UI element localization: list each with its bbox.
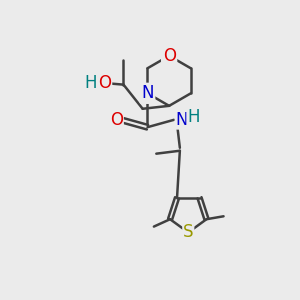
Text: H: H xyxy=(187,108,200,126)
Text: O: O xyxy=(98,74,112,92)
Text: N: N xyxy=(176,111,188,129)
Text: N: N xyxy=(141,84,154,102)
Text: H: H xyxy=(85,74,98,92)
Text: O: O xyxy=(110,111,123,129)
Text: O: O xyxy=(163,47,176,65)
Text: S: S xyxy=(183,224,194,242)
